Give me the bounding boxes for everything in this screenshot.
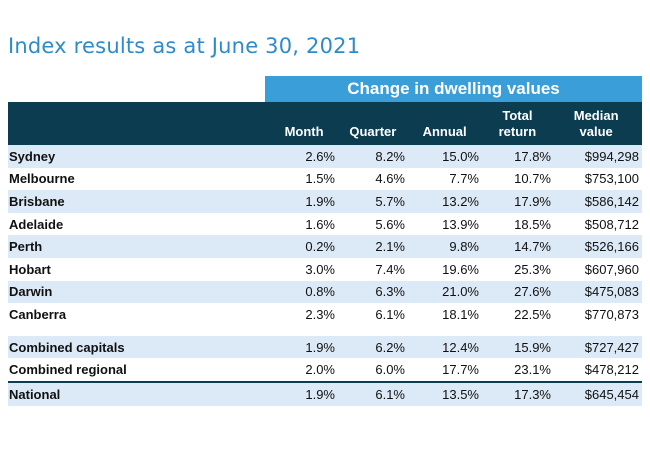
table-row: Adelaide 1.6% 5.6% 13.9% 18.5% $508,712 — [8, 213, 642, 236]
index-results-table: Month Quarter Annual Total return Median v… — [8, 102, 642, 406]
row-label: Perth — [9, 239, 43, 255]
table-cell: 9.8% — [449, 239, 479, 255]
table-cell: 25.3% — [514, 261, 551, 277]
row-label: Canberra — [9, 306, 67, 322]
table-row: National 1.9% 6.1% 13.5% 17.3% $645,454 — [8, 380, 642, 406]
table-cell: 17.8% — [514, 148, 551, 164]
table-cell: 1.5% — [305, 171, 335, 187]
table-cell: 3.0% — [305, 261, 335, 277]
table-cell: 6.1% — [375, 386, 405, 402]
table-cell: 2.3% — [305, 306, 335, 322]
row-label: Combined regional — [9, 362, 127, 378]
table-cell: $607,960 — [584, 261, 639, 277]
row-label: Hobart — [9, 261, 51, 277]
table-cell: 13.9% — [442, 216, 479, 232]
table-body: Sydney 2.6% 8.2% 15.0% 17.8% $994,298 Melbourn… — [8, 145, 642, 406]
table-row: Canberra 2.3% 6.1% 18.1% 22.5% $770,873 — [8, 303, 642, 326]
header-month: Month — [284, 124, 324, 139]
header-total-return: Total return — [498, 108, 537, 139]
table-cell: 4.6% — [375, 171, 405, 187]
table-cell: 1.9% — [305, 339, 335, 355]
table-cell: 0.2% — [305, 239, 335, 255]
column-group-header: Change in dwelling values — [265, 76, 642, 102]
table-row: Darwin 0.8% 6.3% 21.0% 27.6% $475,083 — [8, 280, 642, 304]
table-cell: 14.7% — [514, 239, 551, 255]
table-row: Sydney 2.6% 8.2% 15.0% 17.8% $994,298 — [8, 145, 642, 168]
table-cell: $508,712 — [584, 216, 639, 232]
table-row: Combined capitals 1.9% 6.2% 12.4% 15.9% $727,… — [8, 335, 642, 359]
table-cell: 6.2% — [375, 339, 405, 355]
table-cell: 1.6% — [305, 216, 335, 232]
table-cell: 1.9% — [305, 193, 335, 209]
table-cell: $770,873 — [584, 306, 639, 322]
table-cell: $526,166 — [584, 239, 639, 255]
table-cell: 7.4% — [375, 261, 405, 277]
table-cell: 27.6% — [514, 284, 551, 300]
table-cell: 2.6% — [305, 148, 335, 164]
table-cell: 7.7% — [449, 171, 479, 187]
table-row: Combined regional 2.0% 6.0% 17.7% 23.1% $478,… — [8, 358, 642, 381]
table-cell: 6.0% — [375, 362, 405, 378]
table-cell: 18.5% — [514, 216, 551, 232]
table-cell: 2.0% — [305, 362, 335, 378]
table-cell: 15.9% — [514, 339, 551, 355]
table-cell: 5.6% — [375, 216, 405, 232]
table-cell: 8.2% — [375, 148, 405, 164]
table-cell: 10.7% — [514, 171, 551, 187]
table-cell: 5.7% — [375, 193, 405, 209]
table-cell: 15.0% — [442, 148, 479, 164]
table-cell: 18.1% — [442, 306, 479, 322]
row-spacer — [8, 326, 642, 336]
table-header-row: Month Quarter Annual Total return Median v… — [8, 102, 642, 145]
table-row: Brisbane 1.9% 5.7% 13.2% 17.9% $586,142 — [8, 190, 642, 213]
header-quarter: Quarter — [349, 124, 397, 139]
header-region — [8, 140, 265, 145]
table-cell: 23.1% — [514, 362, 551, 378]
row-label: Combined capitals — [9, 339, 125, 355]
table-cell: 19.6% — [442, 261, 479, 277]
table-cell: 2.1% — [375, 239, 405, 255]
table-cell: $727,427 — [584, 339, 639, 355]
row-label: Melbourne — [9, 171, 75, 187]
table-cell: $478,212 — [584, 362, 639, 378]
table-row: Melbourne 1.5% 4.6% 7.7% 10.7% $753,100 — [8, 168, 642, 191]
header-median-value: Median value — [573, 108, 619, 139]
table-cell: $586,142 — [584, 193, 639, 209]
table-cell: 6.1% — [375, 306, 405, 322]
table-cell: $994,298 — [584, 148, 639, 164]
page-title: Index results as at June 30, 2021 — [8, 34, 361, 58]
table-cell: $645,454 — [584, 386, 639, 402]
table-row: Hobart 3.0% 7.4% 19.6% 25.3% $607,960 — [8, 258, 642, 281]
row-label: Adelaide — [9, 216, 64, 232]
row-label: Sydney — [9, 148, 56, 164]
table-cell: 12.4% — [442, 339, 479, 355]
table-cell: 17.9% — [514, 193, 551, 209]
table-cell: 13.5% — [442, 386, 479, 402]
table-cell: 17.7% — [442, 362, 479, 378]
table-cell: 1.9% — [305, 386, 335, 402]
table-cell: 21.0% — [442, 284, 479, 300]
header-annual: Annual — [422, 124, 467, 139]
row-label: Darwin — [9, 284, 53, 300]
table-cell: $475,083 — [584, 284, 639, 300]
table-cell: 6.3% — [375, 284, 405, 300]
table-cell: 0.8% — [305, 284, 335, 300]
table-row: Perth 0.2% 2.1% 9.8% 14.7% $526,166 — [8, 235, 642, 258]
table-cell: 22.5% — [514, 306, 551, 322]
row-label: National — [9, 386, 61, 402]
table-cell: 17.3% — [514, 386, 551, 402]
row-label: Brisbane — [9, 193, 65, 209]
table-cell: $753,100 — [584, 171, 639, 187]
table-cell: 13.2% — [442, 193, 479, 209]
